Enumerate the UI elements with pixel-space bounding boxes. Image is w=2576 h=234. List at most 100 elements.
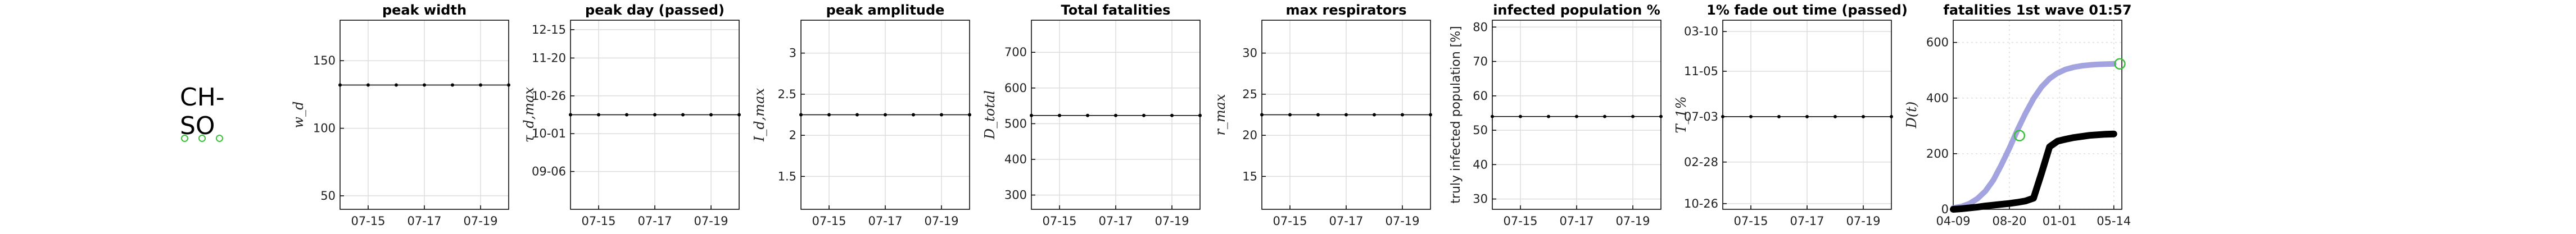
y-axis-label: truly infected population [%]: [1449, 26, 1463, 203]
data-point: [338, 83, 342, 87]
marker-dot: [198, 135, 206, 142]
y-tick-label: 600: [1926, 36, 1949, 49]
chart-title: peak width: [382, 2, 467, 18]
data-point: [737, 113, 741, 117]
chart-title: peak amplitude: [826, 2, 945, 18]
y-tick-label: 10-01: [532, 127, 566, 140]
y-tick-label: 11-20: [532, 51, 566, 65]
data-point: [1260, 113, 1264, 117]
y-tick-label: 10-26: [532, 89, 566, 103]
chart-title: Total fatalities: [1061, 2, 1171, 18]
data-point: [451, 83, 454, 87]
y-tick-label: 50: [320, 189, 336, 203]
y-tick-label: 300: [1004, 189, 1027, 202]
x-tick-label: 07-19: [924, 214, 958, 228]
chart-panel: Total fatalities 07-15 07-17 07-19 300 400 500…: [982, 2, 1202, 228]
data-point: [1491, 114, 1494, 118]
y-tick-label: 20: [1242, 129, 1257, 142]
data-point: [507, 83, 510, 87]
data-point: [1631, 114, 1635, 118]
y-tick-label: 150: [313, 54, 336, 67]
y-tick-label: 80: [1473, 20, 1488, 34]
y-axis-label: r_max: [1212, 94, 1228, 136]
data-point: [1777, 114, 1781, 118]
chart-title: fatalities 1st wave 01:57: [1943, 2, 2131, 18]
data-point: [569, 113, 572, 117]
y-tick-label: 70: [1473, 55, 1488, 68]
y-tick-label: 100: [313, 122, 336, 135]
x-tick-label: 07-15: [1503, 214, 1537, 228]
y-tick-label: 50: [1473, 123, 1488, 137]
y-tick-label: 09-06: [532, 165, 566, 178]
y-tick-label: 11-05: [1684, 65, 1718, 78]
data-point: [1142, 113, 1146, 117]
y-tick-label: 2: [789, 129, 796, 142]
x-tick-label: 07-19: [463, 214, 497, 228]
x-tick-label: 07-19: [1615, 214, 1650, 228]
marker-dot: [216, 135, 223, 142]
chart-panel: fatalities 1st wave 01:57 04-09 08-20 01-01…: [1904, 2, 2132, 228]
y-tick-label: 3: [789, 47, 796, 60]
data-point: [884, 113, 887, 117]
chart-title: 1% fade out time (passed): [1706, 2, 1908, 18]
y-tick-label: 200: [1926, 147, 1949, 160]
y-tick-label: 12-15: [532, 23, 566, 36]
chart-title: max respirators: [1286, 2, 1407, 18]
y-axis-label: w_d: [291, 102, 306, 129]
y-tick-label: 02-28: [1684, 155, 1718, 169]
data-point: [395, 83, 398, 87]
y-tick-label: 400: [1004, 153, 1027, 166]
chart-panel: peak day (passed) 07-15 07-17 07-19 09-06 10-…: [521, 2, 741, 228]
y-axis-label: D(t): [1904, 102, 1919, 129]
data-point: [1316, 113, 1320, 117]
x-tick-label: 07-17: [1329, 214, 1363, 228]
data-point: [912, 113, 915, 117]
y-tick-label: 40: [1473, 158, 1488, 171]
y-tick-label: 60: [1473, 89, 1488, 103]
highlight-point: [2013, 130, 2026, 141]
y-tick-label: 0: [1941, 203, 1949, 216]
x-tick-label: 07-15: [1733, 214, 1768, 228]
data-point: [709, 113, 713, 117]
y-axis-label: I_d,max: [751, 88, 767, 143]
data-point: [1058, 113, 1061, 117]
y-tick-label: 600: [1004, 81, 1027, 95]
y-axis-label: τ_d,max: [521, 87, 537, 143]
marker-dot: [181, 135, 188, 142]
chart-panel: infected population % 07-15 07-17 07-19 30 40…: [1449, 2, 1663, 228]
x-tick-label: 07-17: [868, 214, 902, 228]
data-point: [1030, 113, 1033, 117]
chart-title: peak day (passed): [585, 2, 725, 18]
y-tick-label: 2.5: [778, 88, 796, 101]
y-tick-label: 07-03: [1684, 110, 1718, 123]
x-tick-label: 07-19: [1846, 214, 1880, 228]
x-tick-label: 07-17: [1790, 214, 1824, 228]
data-point: [1198, 113, 1202, 117]
chart-panel: max respirators 07-15 07-17 07-19 15 20 25 30 r_…: [1212, 2, 1432, 228]
x-tick-label: 01-01: [2043, 214, 2077, 228]
x-tick-label: 07-15: [351, 214, 385, 228]
data-point: [1373, 113, 1376, 117]
x-tick-label: 07-19: [1385, 214, 1419, 228]
y-tick-label: 15: [1242, 169, 1257, 183]
marker-row: [181, 135, 223, 142]
data-point: [1805, 114, 1809, 118]
y-tick-label: 30: [1473, 192, 1488, 206]
x-tick-label: 04-09: [1936, 214, 1970, 228]
data-point: [1547, 114, 1550, 118]
data-point: [1429, 113, 1432, 117]
data-point: [940, 113, 943, 117]
data-point: [1659, 114, 1663, 118]
data-point: [1344, 113, 1348, 117]
plot-frame: [339, 20, 509, 210]
data-point: [799, 113, 803, 117]
chart-panel: peak amplitude 07-15 07-17 07-19 1.5 2 2.5 3 I_d…: [751, 2, 971, 228]
plot-frame: [1492, 20, 1662, 210]
plot-frame: [1953, 20, 2122, 210]
data-point: [1170, 113, 1174, 117]
data-point: [1086, 113, 1089, 117]
y-tick-label: 25: [1242, 88, 1257, 101]
data-point: [366, 83, 370, 87]
data-point: [827, 113, 831, 117]
